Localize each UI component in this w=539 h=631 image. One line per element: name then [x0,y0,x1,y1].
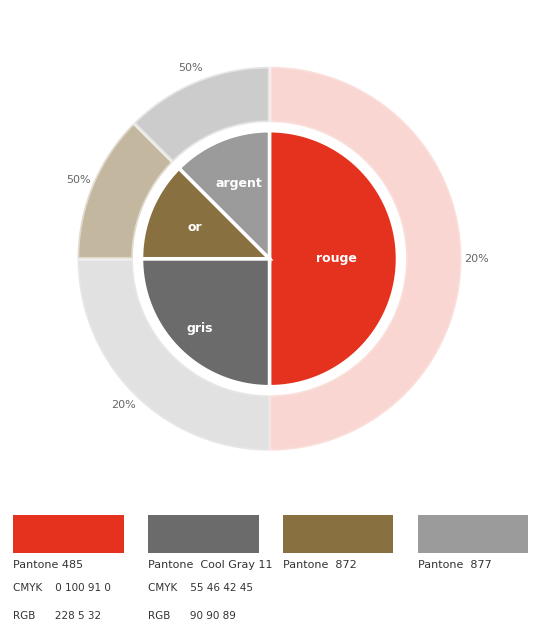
Text: CMYK    0 100 91 0: CMYK 0 100 91 0 [13,583,112,593]
Text: 20%: 20% [464,254,488,264]
Text: Pantone  877: Pantone 877 [418,560,492,570]
Polygon shape [270,131,397,387]
Text: Pantone  872: Pantone 872 [283,560,357,570]
Bar [148,515,259,553]
Text: rouge: rouge [315,252,356,265]
Polygon shape [270,67,461,451]
Text: 20%: 20% [111,400,136,410]
Text: Pantone 485: Pantone 485 [13,560,84,570]
Text: argent: argent [215,177,262,190]
Text: Pantone  Cool Gray 11: Pantone Cool Gray 11 [148,560,273,570]
Text: or: or [187,221,202,234]
Text: RGB      228 5 32: RGB 228 5 32 [13,611,101,621]
Text: gris: gris [186,322,213,335]
Polygon shape [134,67,270,162]
Polygon shape [142,259,270,387]
Text: CMYK    55 46 42 45: CMYK 55 46 42 45 [148,583,253,593]
Text: 50%: 50% [66,175,91,185]
Text: RGB      90 90 89: RGB 90 90 89 [148,611,236,621]
Polygon shape [78,123,173,259]
Bar [13,515,124,553]
Polygon shape [78,259,270,451]
Polygon shape [179,131,270,259]
Text: 50%: 50% [178,62,203,73]
Bar [283,515,393,553]
Bar [418,515,528,553]
Polygon shape [142,168,270,259]
